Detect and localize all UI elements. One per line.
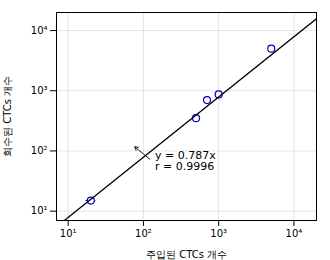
svg-text:10⁴: 10⁴ (31, 25, 48, 36)
svg-text:10²: 10² (31, 145, 48, 156)
svg-text:회수된 CTCs 개수: 회수된 CTCs 개수 (2, 76, 13, 157)
svg-text:주입된 CTCs 개수: 주입된 CTCs 개수 (146, 249, 227, 260)
svg-text:10⁴: 10⁴ (286, 228, 303, 239)
svg-text:10²: 10² (135, 228, 152, 239)
svg-text:10³: 10³ (210, 228, 227, 239)
svg-text:y = 0.787xr = 0.9996: y = 0.787xr = 0.9996 (155, 149, 216, 173)
svg-text:10³: 10³ (31, 85, 48, 96)
svg-text:10¹: 10¹ (31, 205, 48, 216)
svg-text:10¹: 10¹ (60, 228, 77, 239)
